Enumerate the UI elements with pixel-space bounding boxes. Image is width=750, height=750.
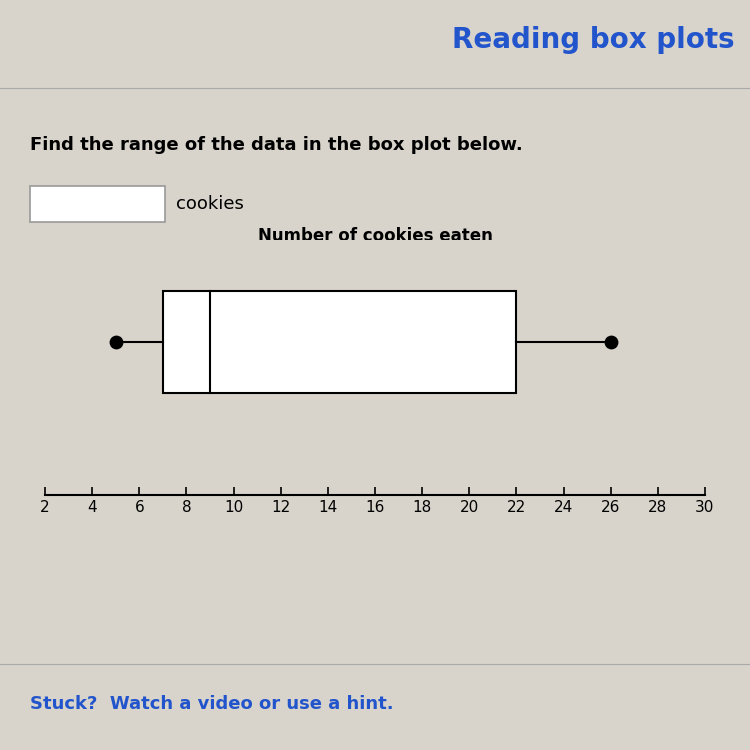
FancyBboxPatch shape [30,186,165,222]
Point [110,336,122,348]
Text: Reading box plots: Reading box plots [452,26,735,55]
Point [604,336,616,348]
Text: Number of cookies eaten: Number of cookies eaten [257,227,493,245]
Bar [163,291,517,393]
Text: Stuck?  Watch a video or use a hint.: Stuck? Watch a video or use a hint. [30,694,394,712]
Text: cookies: cookies [176,194,244,212]
Text: Find the range of the data in the box plot below.: Find the range of the data in the box pl… [30,136,523,154]
Text: by each contestant: by each contestant [285,258,465,276]
